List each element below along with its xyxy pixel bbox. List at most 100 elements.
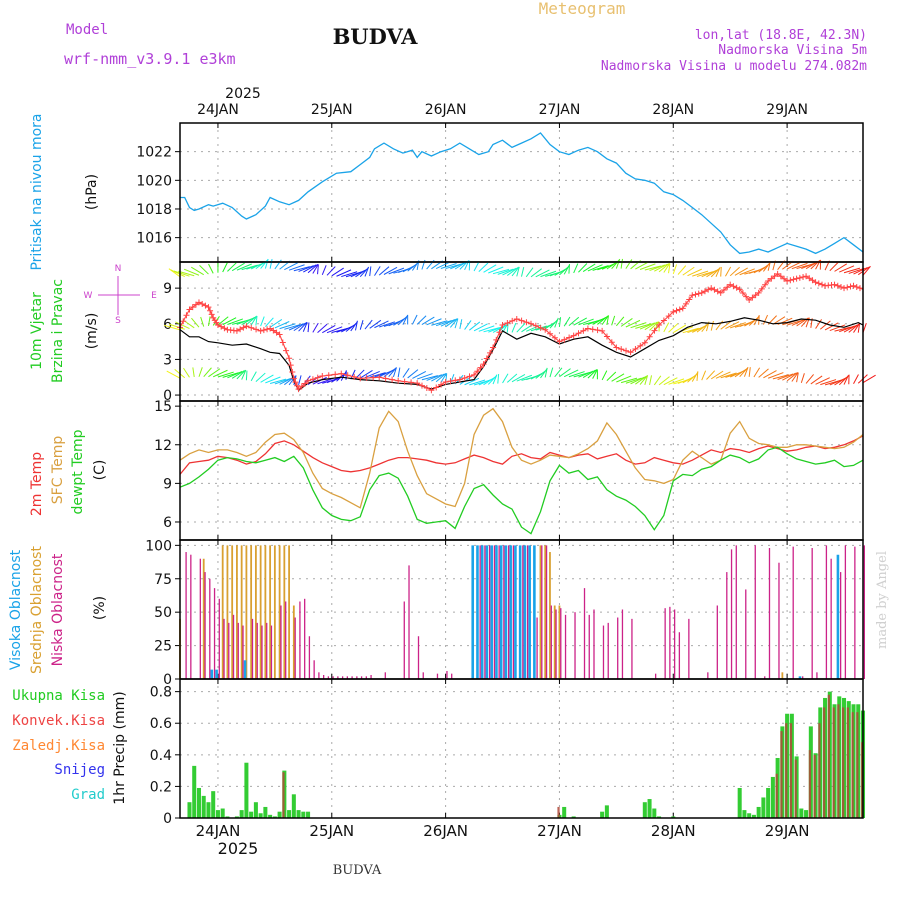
wind-barb	[365, 267, 369, 276]
precip-total-bar	[652, 809, 656, 818]
panel-border	[180, 401, 863, 540]
cloud-high-label: Visoka Oblacnost	[8, 549, 24, 670]
gust-marker	[288, 362, 294, 368]
wind-gust-line	[180, 274, 863, 390]
wind-barb	[550, 368, 553, 378]
wind-barb	[811, 376, 822, 384]
gust-marker	[791, 276, 797, 282]
precip-total-bar	[799, 809, 803, 818]
precip-conv-bar	[823, 707, 825, 818]
precip-total-bar	[197, 788, 201, 818]
temp-sfc-line	[180, 409, 863, 508]
wind-barb	[763, 315, 767, 324]
precip-total-bar	[742, 810, 746, 818]
wind-barb	[716, 267, 720, 276]
wind-barb	[332, 268, 344, 276]
gust-marker	[794, 276, 800, 282]
precip-total-bar	[187, 802, 191, 818]
y-tick-label: 3	[163, 352, 172, 368]
wind-barb	[602, 371, 607, 380]
legend-conv-label: Konvek.Kisa	[12, 713, 105, 729]
wind-barb	[711, 321, 713, 331]
top-day-label: 28JAN	[652, 102, 694, 118]
precip-total-bar	[206, 802, 210, 818]
precip-conv-bar	[795, 760, 797, 818]
precip-conv-bar	[837, 704, 839, 818]
precip-conv-bar	[818, 723, 820, 818]
precip-conv-bar	[776, 774, 778, 818]
precip-total-bar	[202, 796, 206, 818]
bottom-day-label: 27JAN	[537, 822, 582, 840]
wind-barb	[806, 374, 814, 383]
wind-barb	[193, 367, 194, 377]
wind-barb	[526, 268, 533, 277]
precip-total-bar	[804, 810, 808, 818]
top-day-label: 24JAN	[197, 102, 239, 118]
precip-total-bar	[757, 807, 761, 818]
wind-barb	[201, 317, 204, 326]
precip-conv-bar	[856, 712, 858, 818]
wind-barb	[706, 371, 714, 380]
precip-total-bar	[192, 766, 196, 818]
gust-marker	[800, 274, 806, 280]
wind-barb	[512, 323, 516, 332]
gust-marker	[590, 326, 596, 332]
wind-barb	[522, 267, 524, 277]
wind-barb	[854, 374, 859, 383]
precip-conv-bar	[814, 755, 816, 818]
top-day-label: 26JAN	[425, 102, 467, 118]
y-tick-label: 0.4	[150, 748, 172, 764]
wind-barb	[208, 316, 210, 326]
wind-barb	[702, 371, 706, 380]
gust-marker	[286, 355, 292, 361]
gust-marker	[692, 291, 698, 297]
legend-snow-label: Snijeg	[54, 762, 105, 778]
pressure-line	[180, 133, 863, 253]
precip-total-bar	[211, 791, 215, 818]
gust-marker	[851, 283, 857, 289]
precip-total-bar	[216, 810, 220, 818]
wind-barb	[403, 368, 409, 377]
wind-barb	[199, 367, 202, 376]
wind-barb	[564, 317, 570, 326]
compass-west-label: W	[84, 291, 93, 301]
y-tick-label: 75	[154, 572, 172, 588]
wind-barb	[503, 374, 508, 383]
wind-barb	[678, 266, 686, 275]
wind-barb	[659, 377, 669, 385]
wind-barb	[183, 368, 189, 377]
wind-barb	[730, 267, 739, 276]
wind-barb	[621, 259, 622, 269]
y-tick-label: 9	[163, 476, 172, 492]
y-tick-label: 1016	[136, 231, 172, 247]
precip-total-bar	[605, 805, 609, 818]
wind-barb	[261, 317, 265, 326]
wind-barb	[251, 372, 256, 381]
precip-total-bar	[738, 788, 742, 818]
precip-total-bar	[643, 802, 647, 818]
wind-title-line1: 10m Vjetar	[29, 292, 45, 370]
wind-barb	[531, 269, 542, 277]
precip-conv-bar	[790, 723, 792, 818]
precip-panel: Ukupna Kisa Konvek.Kisa Zaledj.Kisa Snij…	[12, 679, 865, 827]
wind-barb	[191, 318, 199, 327]
wind-unit: (m/s)	[84, 313, 100, 350]
precip-total-bar	[240, 810, 244, 818]
precip-total-bar	[263, 807, 267, 818]
gust-marker	[632, 346, 638, 352]
wind-barb	[246, 371, 247, 381]
y-tick-label: 0.6	[150, 716, 172, 732]
wind-barb	[725, 267, 730, 276]
gust-marker	[841, 285, 847, 291]
wind-barb	[223, 263, 228, 272]
temp-dew-label: dewpt Temp	[70, 429, 86, 514]
wind-barb	[650, 375, 652, 385]
wind-barb	[559, 369, 570, 377]
gust-marker	[838, 284, 844, 290]
gust-marker	[854, 284, 860, 290]
gust-marker	[326, 372, 332, 378]
cloud-panel: Visoka Oblacnost Srednja Oblacnost Niska…	[8, 538, 864, 688]
wind-barb	[569, 264, 570, 274]
